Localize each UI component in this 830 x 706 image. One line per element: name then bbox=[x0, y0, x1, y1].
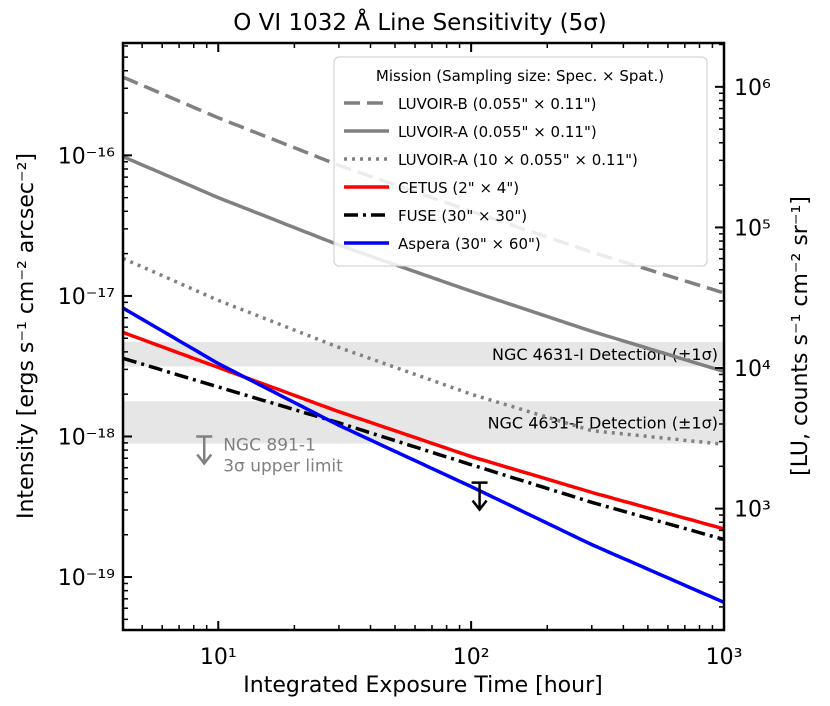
legend-label-2: LUVOIR-A (0.055" × 0.11") bbox=[398, 123, 597, 141]
axis-ticks: 10¹ 10² 10³ 10⁻¹⁶ 10⁻¹⁷ 10⁻¹⁸ 10⁻¹⁹ 10⁶ 10⁵ 10⁴ 10… bbox=[58, 43, 771, 670]
legend-label-3: LUVOIR-A (10 × 0.055" × 0.11") bbox=[398, 151, 638, 169]
legend-label-4: CETUS (2" × 4") bbox=[398, 179, 519, 197]
chart-title: O VI 1032 Å Line Sensitivity (5σ) bbox=[233, 8, 607, 36]
series-line-6 bbox=[122, 306, 725, 605]
series-line-4 bbox=[122, 330, 725, 531]
right-y-tick-label-2: 10⁵ bbox=[734, 216, 771, 241]
y-axis-label: Intensity [ergs s⁻¹ cm⁻² arcsec⁻²] bbox=[14, 153, 39, 519]
y-tick-label-1: 10⁻¹⁶ bbox=[58, 144, 115, 169]
annotation-label-1: NGC 891-1 bbox=[223, 435, 316, 455]
series-line-2 bbox=[122, 154, 725, 374]
x-tick-label-2: 10² bbox=[453, 645, 490, 670]
detection-band-2 bbox=[123, 401, 724, 444]
upper-limit-arrowhead-1 bbox=[196, 453, 213, 466]
right-y-tick-label-4: 10³ bbox=[734, 498, 771, 523]
right-y-tick-label-3: 10⁴ bbox=[734, 357, 771, 382]
legend-label-6: Aspera (30" × 60") bbox=[398, 235, 541, 253]
y-tick-label-2: 10⁻¹⁷ bbox=[58, 285, 115, 310]
annotation-sublabel-1: 3σ upper limit bbox=[223, 456, 343, 476]
series-line-5 bbox=[122, 356, 725, 542]
y-tick-label-3: 10⁻¹⁸ bbox=[58, 425, 115, 450]
plot-frame bbox=[121, 41, 726, 632]
x-axis-label: Integrated Exposure Time [hour] bbox=[243, 673, 602, 698]
legend-label-1: LUVOIR-B (0.055" × 0.11") bbox=[398, 95, 597, 113]
legend-box bbox=[333, 56, 708, 267]
detection-band-label-1: NGC 4631-I Detection (±1σ) bbox=[492, 345, 718, 364]
y-tick-label-4: 10⁻¹⁹ bbox=[58, 566, 115, 591]
detection-band-label-2: NGC 4631-F Detection (±1σ) bbox=[488, 413, 718, 432]
right-y-axis-label: [LU, counts s⁻¹ cm⁻² sr⁻¹] bbox=[788, 196, 813, 476]
legend-title: Mission (Sampling size: Spec. × Spat.) bbox=[376, 67, 664, 85]
annotations: NGC 891-13σ upper limit bbox=[196, 435, 488, 512]
detection-band-1 bbox=[123, 342, 724, 367]
legend: Mission (Sampling size: Spec. × Spat.) L… bbox=[333, 56, 708, 267]
right-y-tick-label-1: 10⁶ bbox=[734, 76, 771, 101]
x-tick-label-3: 10³ bbox=[706, 645, 743, 670]
detection-bands: NGC 4631-I Detection (±1σ) NGC 4631-F Det… bbox=[123, 342, 724, 444]
legend-label-5: FUSE (30" × 30") bbox=[398, 207, 527, 225]
upper-limit-arrowhead-2 bbox=[471, 499, 488, 512]
x-tick-label-1: 10¹ bbox=[200, 645, 237, 670]
